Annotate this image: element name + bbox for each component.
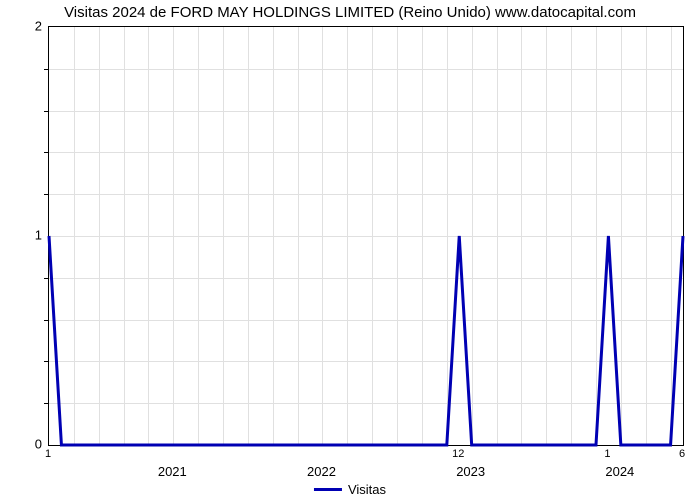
legend-label: Visitas [348,482,386,497]
y-axis-label: 0 [8,437,42,452]
x-axis-year-label: 2023 [456,464,485,479]
y-axis-label: 2 [8,19,42,34]
x-axis-tick-label: 6 [679,448,685,460]
series-line [49,27,683,445]
chart-legend: Visitas [314,482,386,497]
x-axis-year-label: 2024 [605,464,634,479]
legend-line-icon [314,488,342,491]
x-axis-tick-label: 12 [452,448,464,460]
x-axis-tick-label: 1 [604,448,610,460]
chart-plot-area [48,26,684,446]
y-axis-label: 1 [8,228,42,243]
chart-title: Visitas 2024 de FORD MAY HOLDINGS LIMITE… [0,4,700,21]
x-axis-tick-label: 1 [45,448,51,460]
x-axis-year-label: 2021 [158,464,187,479]
x-axis-year-label: 2022 [307,464,336,479]
